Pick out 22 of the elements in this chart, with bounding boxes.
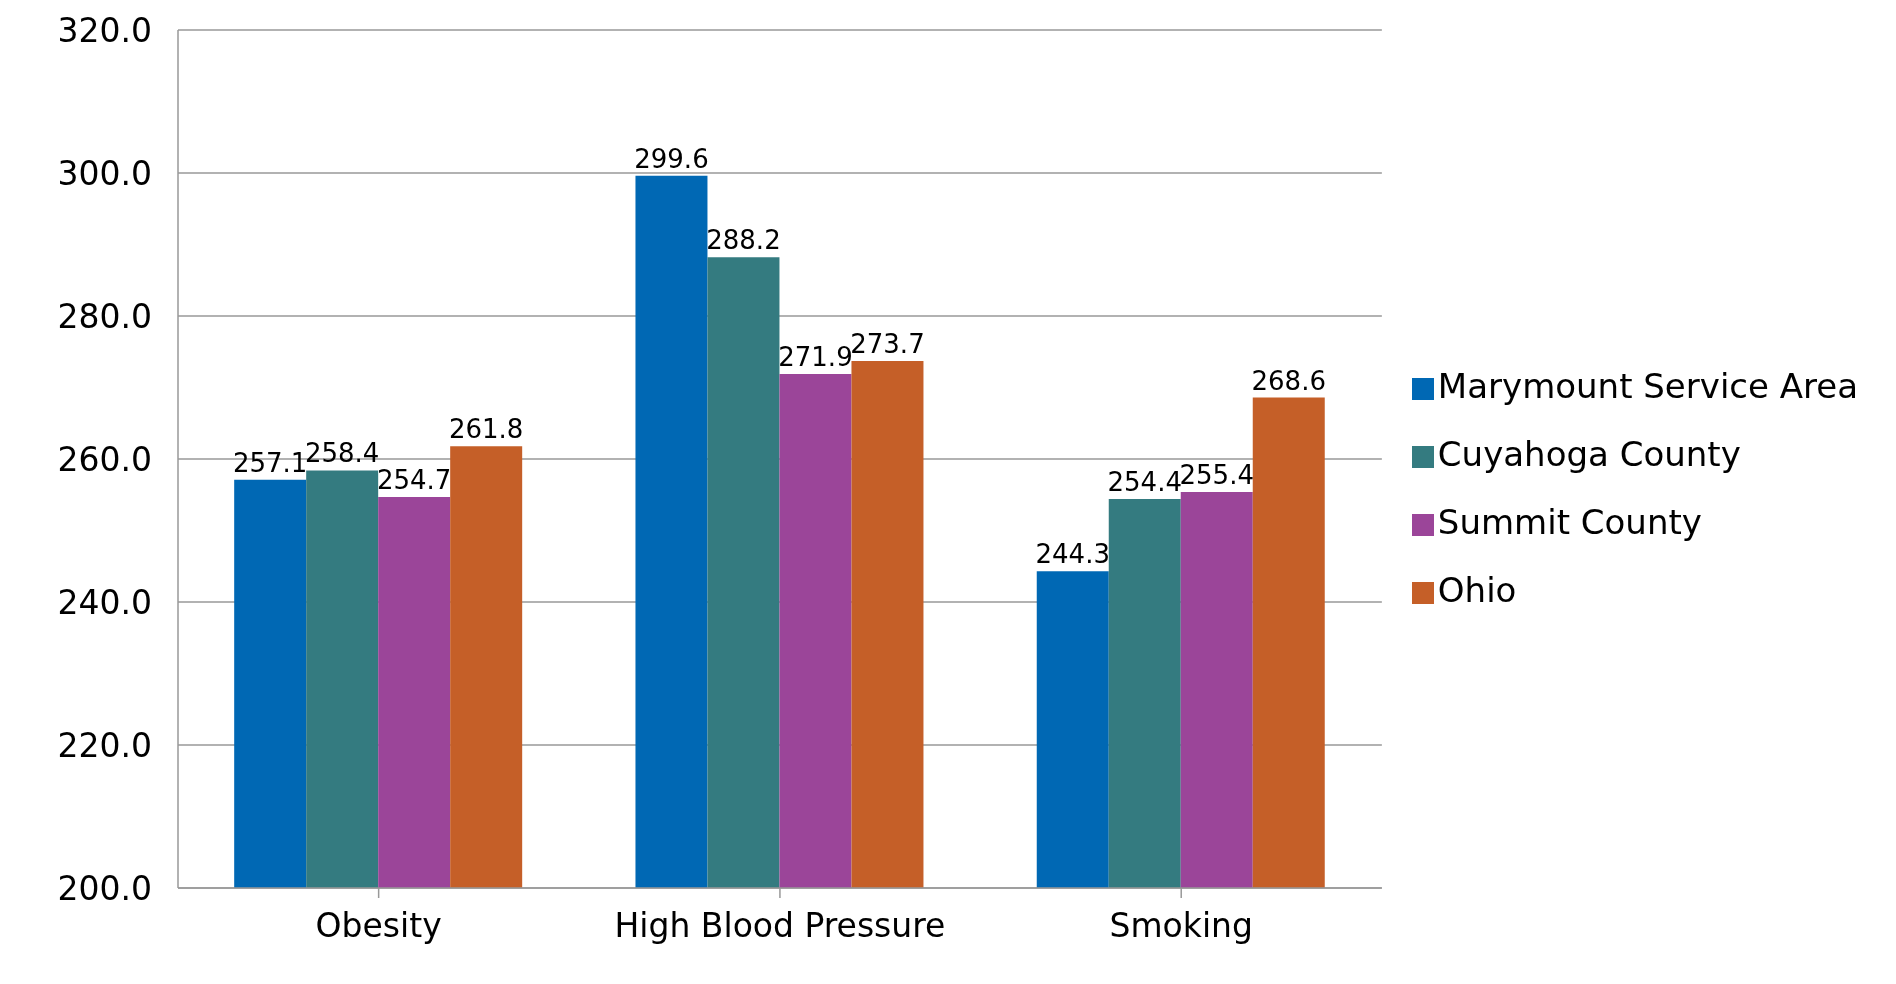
y-tick-label: 240.0 <box>57 582 152 622</box>
data-label: 271.9 <box>778 341 853 372</box>
y-tick-label: 200.0 <box>57 868 152 908</box>
data-label: 273.7 <box>850 329 925 360</box>
data-label: 244.3 <box>1035 539 1110 570</box>
y-tick-label: 280.0 <box>57 296 152 336</box>
legend-label: Summit County <box>1437 502 1702 542</box>
x-tick-label: High Blood Pressure <box>614 906 946 946</box>
legend-label: Ohio <box>1437 570 1517 610</box>
data-label: 288.2 <box>706 225 781 256</box>
x-tick-label: Smoking <box>1109 906 1253 946</box>
data-label: 268.6 <box>1251 365 1326 396</box>
y-tick-label: 300.0 <box>57 153 152 193</box>
data-label: 299.6 <box>634 143 709 174</box>
y-tick-label: 260.0 <box>57 439 152 479</box>
y-tick-label: 320.0 <box>57 10 152 50</box>
y-tick-label: 220.0 <box>57 725 152 765</box>
x-tick-label: Obesity <box>315 906 442 946</box>
legend-label: Marymount Service Area <box>1437 366 1858 406</box>
data-label: 261.8 <box>448 414 524 445</box>
data-label: 254.4 <box>1107 467 1182 498</box>
legend-label: Cuyahoga County <box>1437 434 1741 474</box>
